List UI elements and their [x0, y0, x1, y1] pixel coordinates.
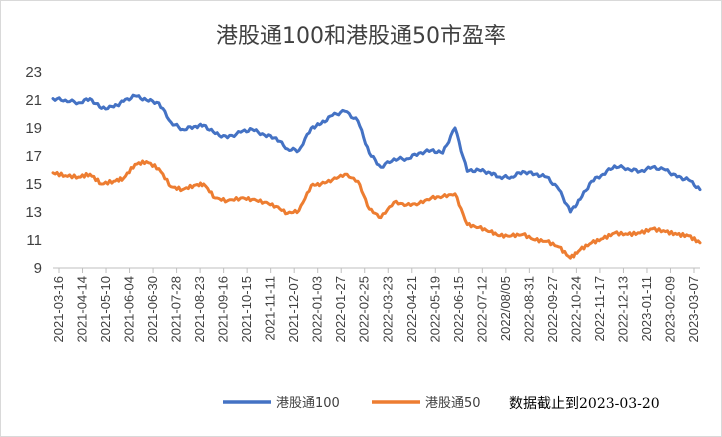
y-tick-label-1: 11: [26, 232, 42, 249]
series-line-0: [51, 93, 702, 214]
x-tick-label-6: 2021-08-23: [192, 276, 207, 343]
x-tick-label-17: 2022-06-15: [451, 276, 466, 343]
y-tick-label-2: 13: [25, 204, 42, 221]
x-tick-label-22: 2022-10-24: [568, 276, 583, 343]
y-tick-label-0: 9: [34, 260, 42, 277]
x-tick-label-8: 2021-10-15: [239, 276, 254, 343]
x-tick-label-16: 2022-05-19: [427, 276, 442, 343]
x-tick-label-15: 2022-04-21: [404, 276, 419, 343]
data-cutoff-note: 数据截止到2023-03-20: [509, 396, 660, 412]
x-tick-label-0: 2021-03-16: [51, 276, 66, 343]
x-tick-label-9: 2021-11-11: [263, 276, 278, 341]
legend-label-0: 港股通100: [276, 396, 340, 411]
chart-title: 港股通100和港股通50市盈率: [216, 24, 506, 49]
x-tick-label-11: 2022-01-03: [310, 276, 325, 343]
x-tick-label-13: 2022-02-25: [357, 276, 372, 343]
x-tick-label-26: 2023-02-09: [662, 276, 677, 343]
x-tick-label-24: 2022-12-13: [615, 276, 630, 343]
x-tick-label-12: 2022-01-27: [333, 276, 348, 343]
x-tick-label-20: 2022-08-31: [521, 276, 536, 343]
legend-label-1: 港股通50: [425, 396, 481, 411]
x-tick-label-10: 2021-12-07: [286, 276, 301, 343]
x-tick-label-25: 2023-01-11: [639, 276, 654, 342]
series-layer: [51, 93, 702, 260]
x-tick-label-14: 2022-03-23: [380, 276, 395, 343]
y-tick-label-3: 15: [25, 176, 42, 193]
x-tick-label-5: 2021-07-28: [169, 276, 184, 343]
x-tick-label-2: 2021-05-10: [98, 276, 113, 343]
legend: 港股通100 港股通50: [223, 396, 481, 411]
y-axis: 9 11 13 15 17 19 21 23: [25, 64, 42, 277]
y-tick-label-4: 17: [25, 148, 42, 165]
x-tick-label-19: 2022/08/05: [498, 276, 513, 341]
series-line-1: [51, 159, 702, 260]
x-tick-label-27: 2023-03-07: [686, 276, 701, 343]
x-tick-label-3: 2021-06-04: [122, 276, 137, 343]
y-tick-label-6: 21: [25, 92, 42, 109]
x-tick-label-23: 2022-11-17: [592, 276, 607, 342]
x-tick-label-7: 2021-09-16: [216, 276, 231, 343]
x-tick-label-1: 2021-04-14: [75, 276, 90, 343]
y-tick-label-7: 23: [25, 64, 42, 81]
x-tick-label-21: 2022-09-27: [545, 276, 560, 343]
x-axis: 2021-03-16 2021-04-14 2021-05-10 2021-06-04…: [51, 267, 701, 343]
x-tick-label-18: 2022-07-12: [474, 276, 489, 343]
y-tick-label-5: 19: [25, 120, 42, 137]
x-tick-label-4: 2021-06-30: [145, 276, 160, 343]
